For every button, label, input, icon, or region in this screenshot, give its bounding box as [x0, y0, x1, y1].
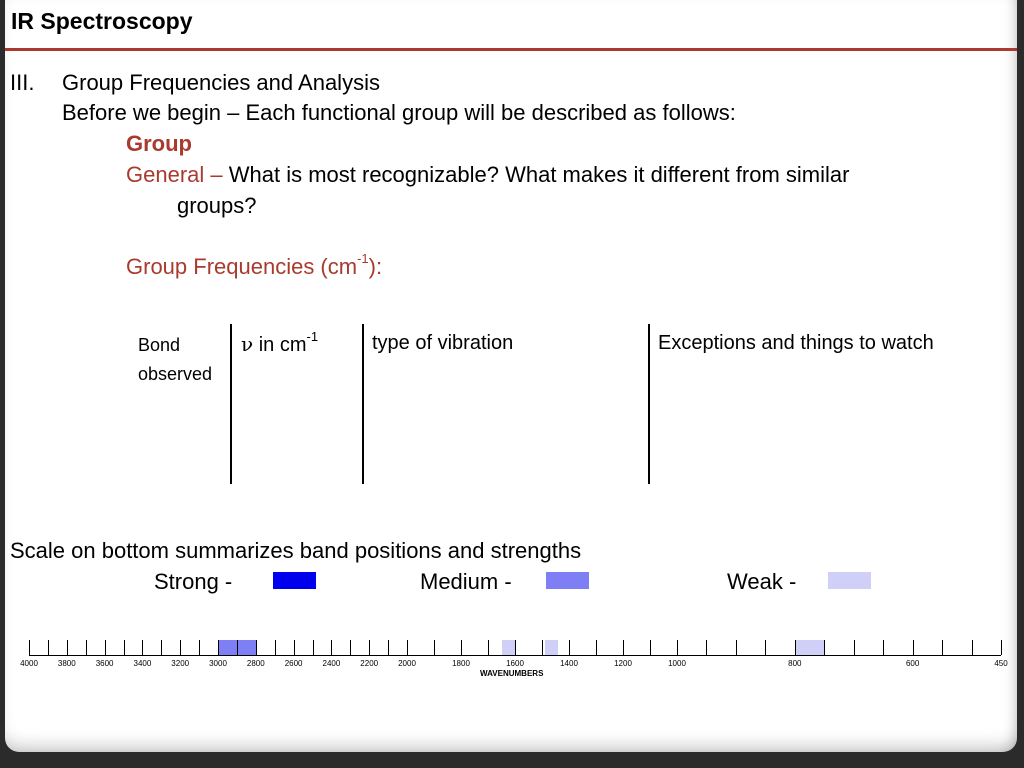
general-text: What is most recognizable? What makes it…	[228, 162, 850, 187]
scale-tick-label: 3200	[171, 659, 190, 668]
scale-tick	[236, 640, 238, 655]
scale-tick-label: 3000	[209, 659, 227, 668]
scale-tick	[569, 640, 570, 655]
scale-tick	[293, 640, 295, 655]
col-divider-3	[648, 324, 650, 484]
scale-tick-label: 1000	[668, 659, 686, 668]
scale-tick	[765, 640, 767, 655]
scale-tick	[274, 640, 276, 655]
absorption-band	[218, 640, 256, 655]
scale-tick-label: 2800	[246, 659, 265, 668]
scale-tick	[104, 640, 106, 655]
scale-tick	[824, 640, 826, 655]
scale-tick-label: 1600	[506, 659, 524, 668]
scale-tick	[85, 640, 87, 655]
scale-tick	[199, 640, 201, 655]
scale-tick	[1001, 640, 1002, 655]
scale-tick	[542, 640, 543, 655]
scale-tick	[123, 640, 125, 655]
scale-tick	[912, 640, 914, 655]
scale-tick	[794, 640, 796, 655]
legend-medium-swatch	[546, 572, 589, 589]
absorption-band	[544, 640, 559, 655]
scale-tick	[331, 640, 333, 655]
scale-tick-label: 3600	[95, 659, 114, 668]
section-title: Group Frequencies and Analysis	[62, 70, 380, 95]
slide-title: IR Spectroscopy	[11, 8, 193, 34]
scale-tick	[369, 640, 371, 655]
scale-tick-label: 1800	[452, 659, 470, 668]
group-label: Group	[126, 131, 192, 156]
scale-tick-label: 2400	[322, 659, 341, 668]
scale-tick	[218, 640, 219, 655]
scale-tick	[29, 640, 30, 655]
legend-strong-swatch	[273, 572, 316, 589]
scale-baseline	[29, 655, 1001, 656]
col-divider-1	[230, 324, 232, 484]
scale-tick	[596, 640, 597, 655]
scale-tick	[461, 640, 462, 655]
scale-tick	[971, 640, 973, 655]
scale-tick	[255, 640, 257, 655]
scale-tick-label: 2200	[360, 659, 379, 668]
legend-weak-label: Weak -	[727, 569, 797, 594]
legend-strong-label: Strong -	[154, 569, 233, 594]
scale-tick-label: 4000	[20, 659, 38, 668]
legend-weak-swatch	[828, 572, 871, 589]
scale-tick	[623, 640, 624, 655]
scale-tick	[142, 640, 144, 655]
section-number: III.	[10, 70, 35, 95]
col-header-vibration: type of vibration	[372, 332, 514, 354]
scale-tick	[735, 640, 737, 655]
scale-caption: Scale on bottom summarizes band position…	[10, 538, 582, 563]
col-divider-2	[362, 324, 364, 484]
scale-tick-label: 450	[994, 659, 1008, 668]
col-header-exceptions: Exceptions and things to watch	[658, 332, 934, 354]
scale-tick	[883, 640, 885, 655]
scale-tick-label: 1400	[560, 659, 578, 668]
scale-tick	[180, 640, 182, 655]
scale-tick	[942, 640, 944, 655]
col-header-bond: Bond observed	[138, 335, 213, 384]
scale-tick-label: 600	[905, 659, 920, 668]
scale-tick-label: 1200	[614, 659, 632, 668]
absorption-band	[501, 640, 515, 655]
scale-tick-label: 3400	[133, 659, 152, 668]
legend-medium-label: Medium -	[420, 569, 512, 594]
slide: IR Spectroscopy III. Group Frequencies a…	[5, 0, 1017, 752]
freq-label: Group Frequencies (cm-1):	[126, 251, 383, 279]
scale-tick	[677, 640, 678, 655]
scale-tick	[650, 640, 651, 655]
scale-tick	[706, 640, 708, 655]
scale-tick	[388, 640, 390, 655]
scale-tick	[853, 640, 855, 655]
scale-tick-label: 2000	[398, 659, 416, 668]
scale-tick-label: 800	[788, 659, 802, 668]
absorption-band	[794, 640, 825, 655]
scale-tick	[407, 640, 408, 655]
scale-tick	[434, 640, 435, 655]
scale-tick-label: 3800	[57, 659, 76, 668]
scale-axis-title: WAVENUMBERS	[480, 669, 544, 678]
scale-tick	[161, 640, 163, 655]
scale-tick	[488, 640, 489, 655]
general-label: General –	[126, 162, 223, 187]
general-text-cont: groups?	[177, 193, 257, 218]
scale-tick	[515, 640, 516, 655]
scale-tick-label: 2600	[284, 659, 303, 668]
scale-tick	[350, 640, 352, 655]
intro-text: Before we begin – Each functional group …	[62, 100, 736, 125]
scale-tick	[312, 640, 314, 655]
general-line: General – What is most recognizable? Wha…	[126, 162, 849, 188]
scale-tick	[66, 640, 68, 655]
scale-tick	[47, 640, 49, 655]
col-header-frequency: ν in cm-1	[241, 329, 319, 356]
title-divider	[5, 48, 1017, 51]
